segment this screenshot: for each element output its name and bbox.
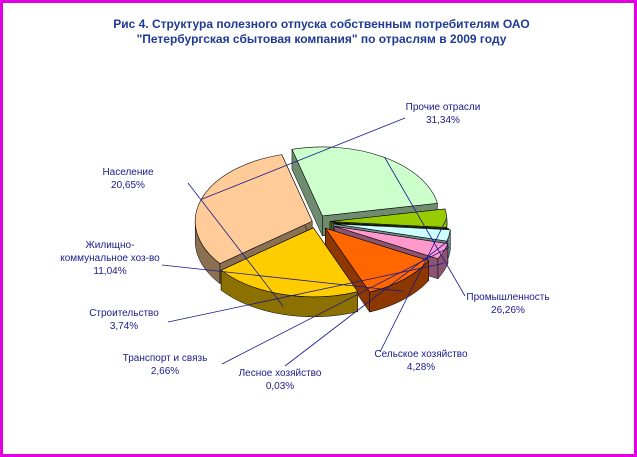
data-label-3: Сельское хозяйство 4,28% (374, 349, 468, 373)
leader-line-7 (161, 264, 404, 292)
data-label-8: Население 20,65% (102, 167, 154, 191)
data-label-4: Лесное хозяйство 0,03% (239, 368, 322, 392)
data-label-7: Жилищно-коммунальное хоз-во 11,04% (60, 240, 160, 277)
chart-title-line-2: "Петербургская сбытовая компания" по отр… (136, 32, 507, 46)
pie-slice-8 (220, 226, 359, 318)
chart-title-line-1: Рис 4. Структура полезного отпуска собст… (113, 17, 530, 31)
leader-line-6 (167, 263, 444, 323)
leader-line-3 (379, 217, 448, 353)
leader-line-2 (384, 157, 466, 297)
leader-line-1 (201, 117, 406, 200)
leader-line-8 (187, 182, 284, 307)
data-label-2: Промышленность 26,26% (466, 292, 549, 316)
leader-line-5 (221, 247, 450, 365)
data-label-1: Прочие отрасли 31,34% (406, 102, 481, 126)
chart-title: Рис 4. Структура полезного отпуска собст… (23, 17, 620, 47)
data-label-6: Строительство 3,74% (89, 308, 159, 332)
data-label-5: Транспорт и связь 2,66% (123, 353, 208, 377)
